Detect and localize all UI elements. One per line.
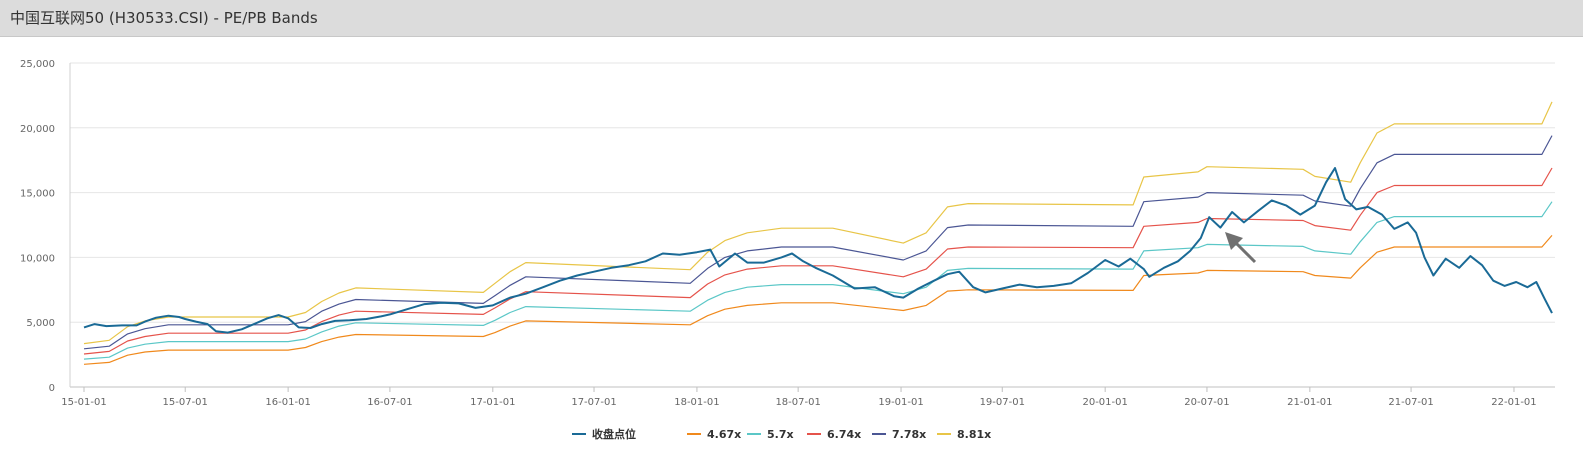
- series-line-5.7x: [83, 201, 1553, 360]
- x-tick-label: 16-01-01: [265, 397, 310, 408]
- legend-label: 7.78x: [892, 428, 926, 441]
- legend-label: 6.74x: [827, 428, 861, 441]
- series-line-7.78x: [83, 135, 1553, 350]
- y-tick-label: 5,000: [26, 318, 55, 329]
- legend-item-4.67x[interactable]: 4.67x: [687, 428, 741, 441]
- y-tick-label: 15,000: [20, 189, 55, 200]
- series-line-收盘点位: [83, 167, 1553, 334]
- legend-label: 收盘点位: [592, 427, 636, 441]
- x-tick-label: 20-01-01: [1082, 397, 1127, 408]
- x-tick-label: 16-07-01: [367, 397, 412, 408]
- legend[interactable]: 收盘点位 4.67x 5.7x 6.74x 7.78x 8.81x: [572, 427, 991, 441]
- x-tick-label: 15-07-01: [163, 397, 208, 408]
- y-tick-label: 20,000: [20, 124, 55, 135]
- annotation-arrow: [1225, 232, 1257, 264]
- chart-title: 中国互联网50 (H30533.CSI) - PE/PB Bands: [10, 9, 318, 27]
- y-tick-label: 10,000: [20, 253, 55, 264]
- series-line-6.74x: [83, 167, 1553, 355]
- x-tick-label: 17-07-01: [571, 397, 616, 408]
- legend-item-7.78x[interactable]: 7.78x: [872, 428, 926, 441]
- x-tick-label: 17-01-01: [470, 397, 515, 408]
- y-axis: 0 5,000 10,000 15,000 20,000 25,000: [20, 59, 71, 394]
- legend-item-8.81x[interactable]: 8.81x: [937, 428, 991, 441]
- x-tick-label: 22-01-01: [1491, 397, 1536, 408]
- x-tick-label: 21-01-01: [1287, 397, 1332, 408]
- x-tick-label: 19-01-01: [878, 397, 923, 408]
- legend-label: 4.67x: [707, 428, 741, 441]
- x-tick-label: 15-01-01: [61, 397, 106, 408]
- legend-item-5.7x[interactable]: 5.7x: [747, 428, 794, 441]
- y-tick-label: 0: [49, 383, 55, 394]
- series-line-4.67x: [83, 235, 1553, 365]
- legend-label: 8.81x: [957, 428, 991, 441]
- series-line-8.81x: [83, 101, 1553, 345]
- x-tick-label: 18-01-01: [674, 397, 719, 408]
- y-tick-label: 25,000: [20, 59, 55, 70]
- x-tick-label: 18-07-01: [775, 397, 820, 408]
- x-tick-label: 21-07-01: [1388, 397, 1433, 408]
- legend-item-收盘点位[interactable]: 收盘点位: [572, 427, 636, 441]
- legend-item-6.74x[interactable]: 6.74x: [807, 428, 861, 441]
- x-tick-label: 19-07-01: [980, 397, 1025, 408]
- grid-lines: [70, 62, 1555, 388]
- chart-title-bar: 中国互联网50 (H30533.CSI) - PE/PB Bands: [0, 0, 1583, 37]
- x-tick-label: 20-07-01: [1184, 397, 1229, 408]
- x-axis: 15-01-01 15-07-01 16-01-01 16-07-01 17-01-01…: [61, 387, 1537, 408]
- legend-label: 5.7x: [767, 428, 794, 441]
- series-layer: [83, 101, 1553, 365]
